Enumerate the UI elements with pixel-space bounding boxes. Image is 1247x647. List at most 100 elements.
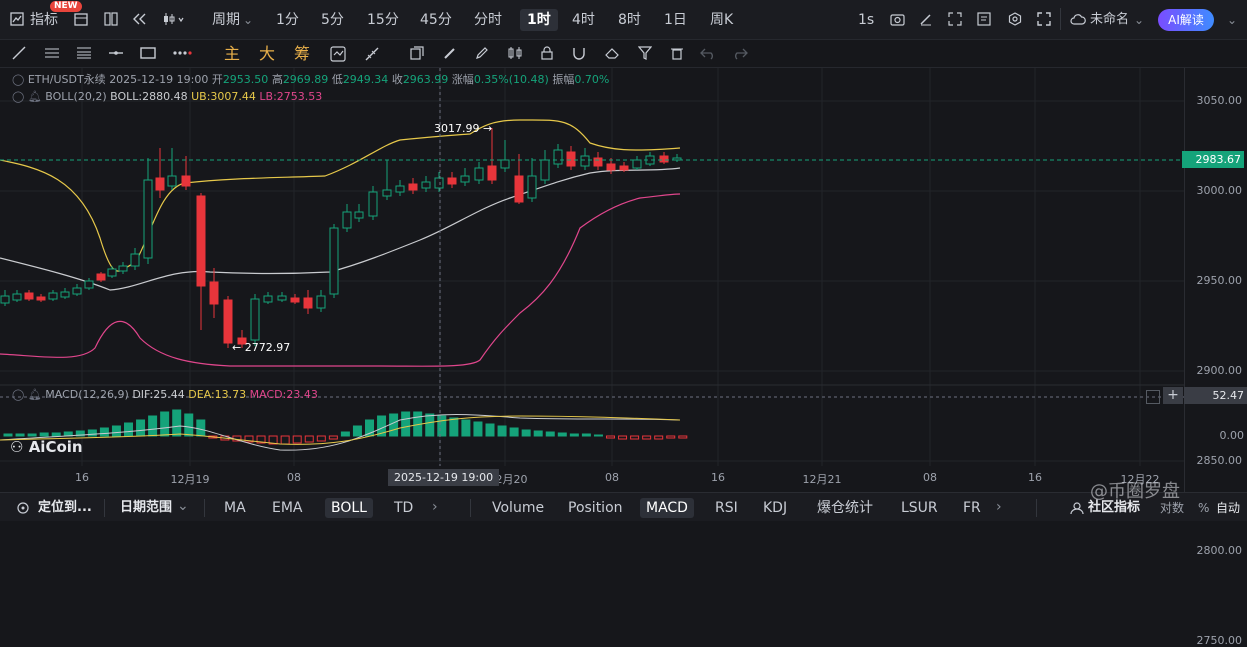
lock-icon[interactable] xyxy=(540,46,554,65)
percent-scale-toggle[interactable]: % xyxy=(1198,501,1210,515)
candle-body xyxy=(36,296,46,301)
price-tick-label: 2850.00 xyxy=(1196,454,1243,467)
candlestick xyxy=(167,148,177,190)
settings-icon[interactable] xyxy=(1008,12,1022,31)
price-chart[interactable] xyxy=(0,68,1247,492)
calendar-icon[interactable] xyxy=(74,12,88,31)
sync-icon[interactable] xyxy=(330,46,346,67)
main-indicator-ma[interactable]: MA xyxy=(224,500,246,516)
macd-bar xyxy=(160,411,170,437)
more-tools-icon[interactable] xyxy=(172,46,192,65)
main-force-tool[interactable]: 主 xyxy=(224,44,241,63)
community-icon[interactable] xyxy=(1070,501,1084,520)
price-tick-label: 2950.00 xyxy=(1196,274,1243,287)
screenshot-icon[interactable] xyxy=(1146,390,1160,404)
price-tick-label: 2900.00 xyxy=(1196,364,1243,377)
sub-indicator-rsi[interactable]: RSI xyxy=(715,500,738,516)
date-range-button[interactable]: 日期范围 xyxy=(120,500,173,515)
interval-15m[interactable]: 15分 xyxy=(367,12,399,28)
magnet-icon[interactable] xyxy=(572,46,586,65)
collapse-icon[interactable]: ◯ xyxy=(12,90,25,103)
refresh-rate-button[interactable]: 1s xyxy=(858,12,875,28)
candlestick xyxy=(107,266,117,278)
chevron-right-icon[interactable]: › xyxy=(432,499,438,515)
candlestick xyxy=(155,148,165,198)
sub-indicator-liquidation[interactable]: 爆仓统计 xyxy=(817,500,873,516)
undo-icon[interactable] xyxy=(700,46,716,65)
large-order-tool[interactable]: 大 xyxy=(259,44,276,63)
eraser-icon[interactable] xyxy=(605,46,619,65)
candlestick xyxy=(382,160,392,200)
interval-8h[interactable]: 8时 xyxy=(618,12,641,28)
alert-bell-icon[interactable]: 🔔︎ xyxy=(27,90,42,103)
add-alert-button[interactable]: + xyxy=(1163,387,1183,404)
collapse-icon[interactable]: ◯ xyxy=(12,73,25,86)
macd-bar xyxy=(352,425,362,437)
auto-scale-toggle[interactable]: 自动 xyxy=(1216,501,1241,515)
main-indicator-boll[interactable]: BOLL xyxy=(325,498,373,518)
alert-bell-icon[interactable]: 🔔︎ xyxy=(27,388,42,401)
main-indicator-ema[interactable]: EMA xyxy=(272,500,303,516)
close-value: 2963.99 xyxy=(402,73,449,86)
interval-5m[interactable]: 5分 xyxy=(321,12,344,28)
chip-tool[interactable]: 筹 xyxy=(294,44,311,63)
filter-icon[interactable] xyxy=(637,46,653,65)
redo-icon[interactable] xyxy=(732,46,748,65)
chart-grid xyxy=(0,68,1184,466)
sub-indicator-fr[interactable]: FR xyxy=(963,500,981,516)
sub-indicator-macd[interactable]: MACD xyxy=(640,498,694,518)
ai-interpret-button[interactable]: AI解读 xyxy=(1158,9,1214,31)
camera-icon[interactable] xyxy=(890,12,905,31)
measure-icon[interactable] xyxy=(364,46,380,67)
interval-1h[interactable]: 1时 xyxy=(520,9,558,31)
note-icon[interactable] xyxy=(977,12,991,31)
interval-1m[interactable]: 1分 xyxy=(276,12,299,28)
select-area-icon[interactable] xyxy=(948,12,962,31)
interval-1d[interactable]: 1日 xyxy=(664,12,687,28)
candlestick xyxy=(514,154,524,204)
fullscreen-icon[interactable] xyxy=(1037,12,1051,31)
candle-body xyxy=(24,292,34,300)
interval-timeshare[interactable]: 分时 xyxy=(474,12,502,28)
sub-indicator-kdj[interactable]: KDJ xyxy=(763,500,788,516)
current-price-tag: 2983.67 xyxy=(1182,151,1244,168)
period-dropdown[interactable]: 周期 xyxy=(212,12,240,28)
low-marker-value: 2772.97 xyxy=(244,341,291,354)
candle-body xyxy=(48,292,58,300)
candle-tool-icon[interactable] xyxy=(507,46,523,65)
sub-indicator-position[interactable]: Position xyxy=(568,500,623,516)
rectangle-icon[interactable] xyxy=(140,46,156,65)
low-value: 2949.34 xyxy=(342,73,389,86)
horizontal-lines-icon[interactable] xyxy=(44,46,60,65)
chevron-right-icon[interactable]: › xyxy=(996,499,1002,515)
layout-grid-icon[interactable] xyxy=(104,12,118,31)
community-indicators-button[interactable]: 社区指标 xyxy=(1088,500,1141,515)
candlestick xyxy=(72,284,82,296)
locate-icon[interactable] xyxy=(16,501,30,520)
fib-lines-icon[interactable] xyxy=(76,46,92,65)
edit-icon[interactable] xyxy=(919,12,933,31)
brush-icon[interactable] xyxy=(475,46,489,65)
chevron-down-icon[interactable]: ⌄ xyxy=(1227,13,1238,27)
interval-45m[interactable]: 45分 xyxy=(420,12,452,28)
collapse-icon[interactable]: ◯ xyxy=(12,388,25,401)
pencil-icon[interactable] xyxy=(443,46,457,65)
rewind-icon[interactable] xyxy=(132,12,148,31)
log-scale-toggle[interactable]: 对数 xyxy=(1160,501,1185,515)
sub-indicator-volume[interactable]: Volume xyxy=(492,500,545,516)
locate-button[interactable]: 定位到... xyxy=(38,500,92,515)
interval-4h[interactable]: 4时 xyxy=(572,12,595,28)
layout-name[interactable]: 未命名 xyxy=(1090,12,1130,27)
time-tick-label: 12月22 xyxy=(1120,473,1160,486)
trend-line-icon[interactable] xyxy=(12,46,26,65)
chart-type-icon[interactable] xyxy=(163,12,187,31)
sub-indicator-lsur[interactable]: LSUR xyxy=(901,500,938,516)
indicator-icon[interactable] xyxy=(10,12,24,31)
copy-icon[interactable] xyxy=(410,46,424,65)
interval-week[interactable]: 周K xyxy=(710,12,734,28)
indicator-button[interactable]: 指标 xyxy=(30,12,58,28)
trash-icon[interactable] xyxy=(670,46,684,65)
horizontal-ray-icon[interactable] xyxy=(108,46,124,65)
main-indicator-td[interactable]: TD xyxy=(394,500,414,516)
time-axis[interactable]: 16 12月19 08 12月20 08 16 12月21 08 16 12月22 xyxy=(0,466,1184,490)
